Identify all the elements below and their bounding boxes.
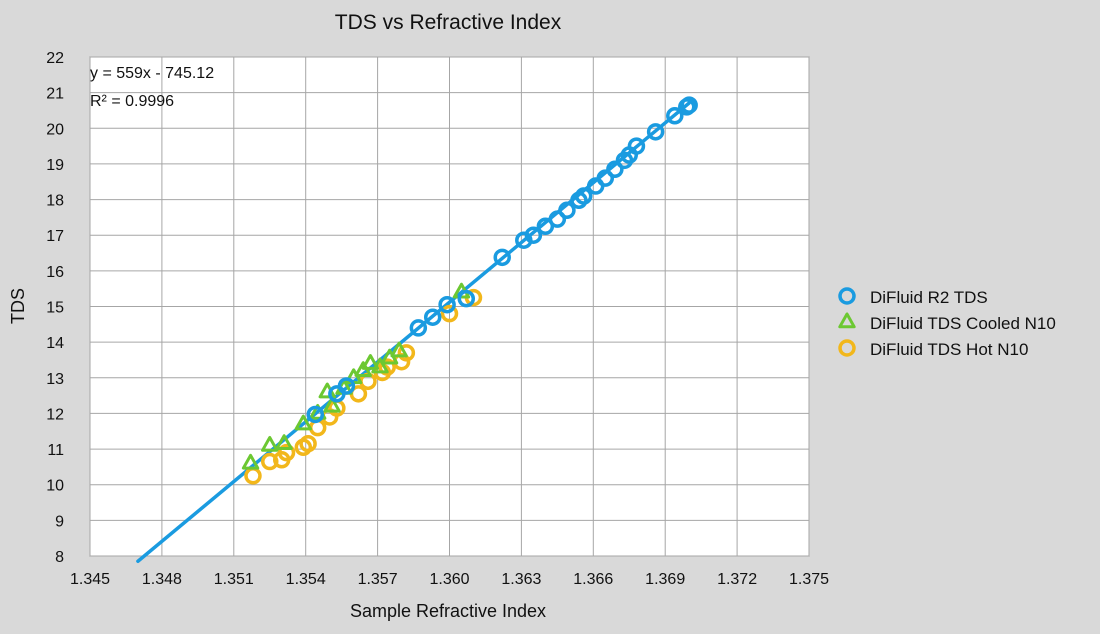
data-point xyxy=(440,304,459,323)
chart-title: TDS vs Refractive Index xyxy=(335,11,562,34)
data-point xyxy=(438,295,456,314)
x-tick-label: 1.366 xyxy=(573,571,613,588)
data-point xyxy=(277,443,296,462)
data-point xyxy=(361,354,380,370)
y-axis-ticks: 8 9 10 11 12 13 14 15 16 17 18 19 20 21 22 xyxy=(46,50,64,566)
data-point xyxy=(397,344,416,362)
y-tick-label: 19 xyxy=(46,157,64,174)
y-tick-label: 8 xyxy=(55,549,64,566)
data-point xyxy=(323,396,341,413)
data-point xyxy=(275,434,293,451)
y-tick-label: 17 xyxy=(46,228,64,245)
legend-marker xyxy=(838,287,856,305)
y-axis-label: TDS xyxy=(8,288,28,324)
data-point xyxy=(596,169,615,187)
x-tick-label: 1.372 xyxy=(717,571,757,588)
data-point xyxy=(306,405,325,424)
data-point xyxy=(493,248,511,267)
legend-label: DiFluid TDS Cooled N10 xyxy=(870,314,1056,333)
x-tick-label: 1.357 xyxy=(358,571,398,588)
x-tick-label: 1.369 xyxy=(645,571,685,588)
data-point xyxy=(390,341,408,358)
y-tick-label: 22 xyxy=(46,50,64,67)
data-point xyxy=(378,358,396,376)
y-tick-label: 9 xyxy=(55,513,64,530)
data-point xyxy=(548,210,567,228)
data-point xyxy=(524,226,543,244)
series-0 xyxy=(306,96,698,424)
y-tick-label: 15 xyxy=(46,300,64,317)
data-point xyxy=(294,414,313,431)
data-point xyxy=(241,453,260,470)
y-tick-label: 10 xyxy=(46,478,64,495)
data-point xyxy=(423,308,442,326)
data-point xyxy=(606,160,624,179)
data-point xyxy=(261,436,279,452)
data-point xyxy=(680,96,698,114)
data-point xyxy=(337,377,356,395)
y-tick-label: 13 xyxy=(46,371,64,388)
x-tick-label: 1.375 xyxy=(789,571,829,588)
x-tick-label: 1.351 xyxy=(214,571,254,588)
y-tick-label: 12 xyxy=(46,406,64,423)
legend-label: DiFluid R2 TDS xyxy=(870,288,988,307)
y-tick-label: 11 xyxy=(47,442,64,459)
data-point xyxy=(574,187,593,205)
data-point xyxy=(666,107,684,125)
data-point xyxy=(646,123,665,141)
trendline-r-squared: R² = 0.9996 xyxy=(90,93,174,110)
x-tick-label: 1.360 xyxy=(429,571,469,588)
data-point xyxy=(371,357,389,374)
x-tick-label: 1.354 xyxy=(286,571,326,588)
x-axis-ticks: 1.345 1.348 1.351 1.354 1.357 1.360 1.363 1.366… xyxy=(70,571,829,588)
y-tick-label: 14 xyxy=(46,335,64,352)
data-point xyxy=(299,434,317,453)
y-tick-label: 20 xyxy=(46,121,64,138)
legend-marker xyxy=(838,339,856,357)
x-tick-label: 1.348 xyxy=(142,571,182,588)
legend-marker xyxy=(838,312,856,329)
legend: DiFluid R2 TDS DiFluid TDS Cooled N10 DiFl… xyxy=(838,287,1056,359)
x-tick-label: 1.363 xyxy=(501,571,541,588)
data-point xyxy=(627,137,646,155)
legend-label: DiFluid TDS Hot N10 xyxy=(870,340,1028,359)
x-tick-label: 1.345 xyxy=(70,571,110,588)
y-tick-label: 18 xyxy=(46,193,64,210)
trendline-equation: y = 559x - 745.12 xyxy=(90,65,214,82)
data-point xyxy=(457,289,476,308)
data-point xyxy=(558,201,576,220)
data-points xyxy=(241,96,698,485)
x-axis-label: Sample Refractive Index xyxy=(350,601,546,621)
y-tick-label: 21 xyxy=(46,86,64,103)
y-tick-label: 16 xyxy=(46,264,64,281)
data-point xyxy=(409,319,428,337)
